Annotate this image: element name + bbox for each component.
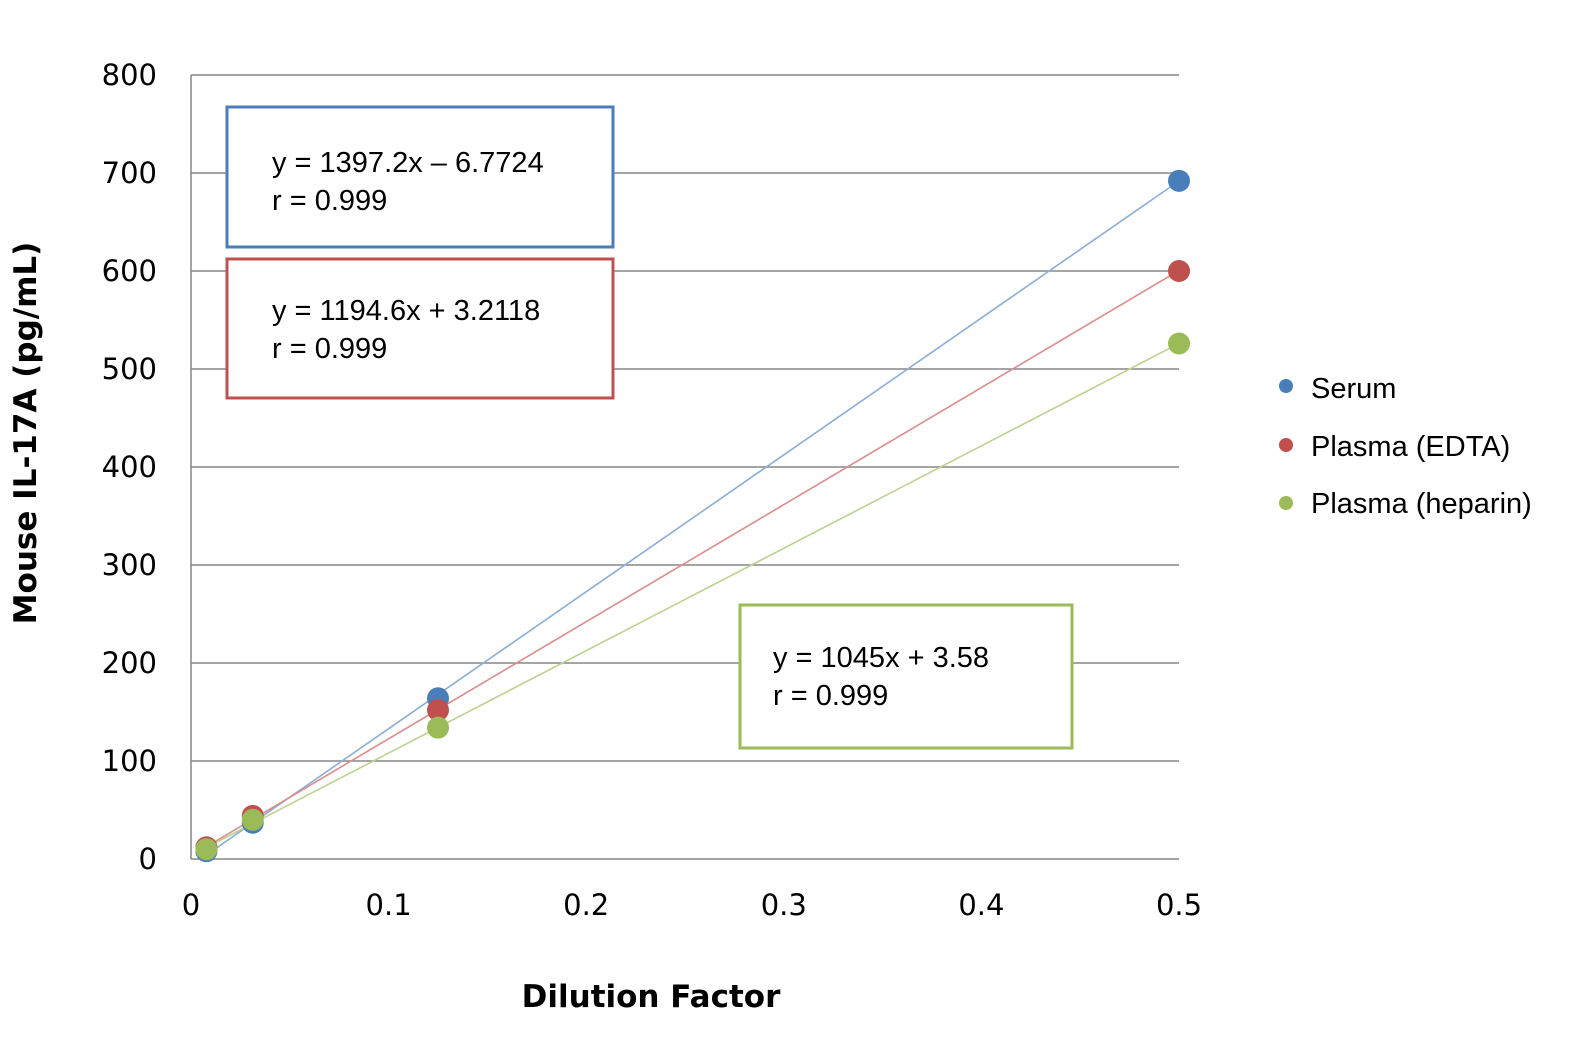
x-tick-label: 0.1 [366, 888, 412, 922]
y-axis-title: Mouse IL-17A (pg/mL) [8, 242, 44, 625]
data-point-s2-p3 [1168, 332, 1190, 355]
data-point-s1-p2 [427, 699, 449, 722]
x-tick-label: 0.5 [1156, 888, 1202, 922]
trend-line-1 [206, 269, 1180, 848]
r-value-serum: r = 0.999 [272, 185, 387, 217]
r-value-edta: r = 0.999 [272, 333, 387, 365]
y-tick-label: 700 [102, 156, 157, 190]
equation-edta: y = 1194.6x + 3.2118 [272, 295, 540, 327]
y-tick-label: 500 [102, 352, 157, 386]
legend-marker-edta [1279, 438, 1293, 452]
legend-label-serum: Serum [1311, 373, 1396, 405]
y-tick-labels: 0 100 200 300 400 500 600 700 800 [102, 58, 157, 876]
trend-lines [205, 180, 1180, 856]
x-tick-labels: 0 0.1 0.2 0.3 0.4 0.5 [182, 888, 1202, 922]
legend: Serum Plasma (EDTA) Plasma (heparin) [1279, 373, 1532, 520]
data-points [195, 169, 1190, 863]
y-tick-label: 600 [102, 254, 157, 288]
equation-box-edta: y = 1194.6x + 3.2118 r = 0.999 [225, 257, 615, 400]
legend-marker-serum [1279, 379, 1293, 393]
equation-heparin: y = 1045x + 3.58 [773, 642, 989, 674]
equation-box-heparin-border [738, 603, 1074, 750]
x-tick-label: 0.4 [958, 888, 1004, 922]
data-point-s2-p1 [241, 808, 264, 831]
equation-box-serum-border [225, 105, 615, 249]
y-tick-label: 800 [102, 58, 157, 92]
legend-label-heparin: Plasma (heparin) [1311, 488, 1532, 520]
x-tick-label: 0.3 [761, 888, 807, 922]
legend-marker-heparin [1279, 496, 1293, 510]
y-tick-label: 400 [102, 450, 157, 484]
equation-serum: y = 1397.2x – 6.7724 [272, 147, 544, 179]
equation-box-edta-border [225, 257, 615, 400]
x-tick-label: 0.2 [563, 888, 609, 922]
r-value-heparin: r = 0.999 [773, 680, 888, 712]
y-tick-label: 100 [102, 744, 157, 778]
y-tick-label: 300 [102, 548, 157, 582]
data-point-s2-p0 [195, 838, 218, 861]
data-point-s2-p2 [427, 716, 449, 739]
data-point-s1-p3 [1168, 260, 1190, 282]
y-tick-label: 200 [102, 646, 157, 680]
trend-line-2 [206, 342, 1180, 849]
y-tick-label: 0 [139, 842, 157, 876]
x-tick-label: 0 [182, 888, 200, 922]
equation-box-heparin: y = 1045x + 3.58 r = 0.999 [738, 603, 1074, 750]
trend-line-0 [205, 180, 1180, 856]
equation-box-serum: y = 1397.2x – 6.7724 r = 0.999 [225, 105, 615, 249]
x-axis-title: Dilution Factor [522, 979, 781, 1015]
data-point-s0-p3 [1168, 169, 1190, 192]
legend-label-edta: Plasma (EDTA) [1311, 431, 1510, 463]
